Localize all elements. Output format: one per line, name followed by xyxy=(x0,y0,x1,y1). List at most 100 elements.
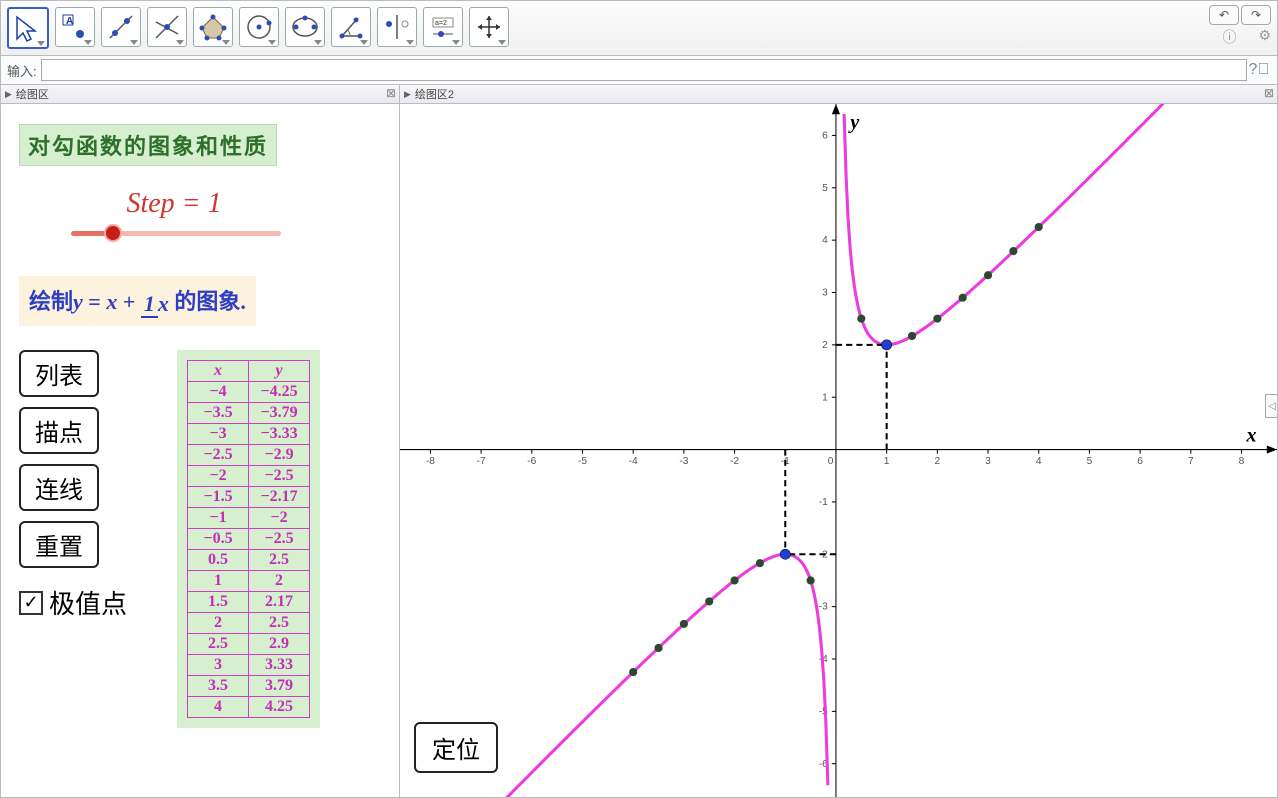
toolbar: Aa=2 ↶ ↷ ⓘ ⚙ xyxy=(1,1,1277,56)
svg-text:2: 2 xyxy=(935,456,941,467)
corner-icons: ⓘ ⚙ xyxy=(1222,27,1271,47)
svg-text:4: 4 xyxy=(822,235,828,246)
svg-text:5: 5 xyxy=(822,183,828,194)
panel-header-right[interactable]: ▶ 绘图区2 ⊠ xyxy=(400,85,1277,104)
input-bar: 输入: ?⃝ xyxy=(1,56,1277,85)
svg-text:a=2: a=2 xyxy=(435,20,447,27)
svg-text:7: 7 xyxy=(1188,456,1194,467)
panel-title-right: 绘图区2 xyxy=(415,86,454,102)
help-icon[interactable]: ⓘ xyxy=(1222,27,1236,47)
tool-conic[interactable] xyxy=(285,7,325,47)
list-button[interactable]: 列表 xyxy=(19,350,99,397)
table-row: −1.5−2.17 xyxy=(188,487,310,508)
redo-button[interactable]: ↷ xyxy=(1241,5,1271,25)
table-head-y: y xyxy=(249,361,310,382)
undo-button[interactable]: ↶ xyxy=(1209,5,1239,25)
table-row: −4−4.25 xyxy=(188,382,310,403)
panel-body-right: -8-7-6-5-4-3-2-1012345678-6-5-4-3-2-1123… xyxy=(400,104,1277,797)
svg-text:-1: -1 xyxy=(819,497,828,508)
panel-body-left: 对勾函数的图象和性质 Step = 1 绘制y = x + 1x 的图象. xyxy=(1,104,399,797)
panel-title-left: 绘图区 xyxy=(16,86,49,102)
step-value: 1 xyxy=(208,188,222,219)
svg-text:3: 3 xyxy=(822,288,828,299)
extrema-label: 极值点 xyxy=(49,584,127,621)
svg-text:-6: -6 xyxy=(527,456,536,467)
reset-button[interactable]: 重置 xyxy=(19,521,99,568)
svg-text:y: y xyxy=(847,111,860,133)
tool-move-view[interactable] xyxy=(469,7,509,47)
panel-arrow-icon: ▶ xyxy=(404,89,411,100)
extrema-checkbox-row: ✓ 极值点 xyxy=(19,584,127,621)
extrema-checkbox[interactable]: ✓ xyxy=(19,591,43,615)
lesson-title: 对勾函数的图象和性质 xyxy=(19,124,277,166)
action-buttons: 列表 描点 连线 重置 xyxy=(19,350,99,568)
svg-text:-5: -5 xyxy=(578,456,587,467)
table-row: −0.5−2.5 xyxy=(188,529,310,550)
table-row: 12 xyxy=(188,571,310,592)
tool-polygon[interactable] xyxy=(193,7,233,47)
table-row: 1.52.17 xyxy=(188,592,310,613)
slider-track-inactive xyxy=(113,231,281,236)
panel-header-left[interactable]: ▶ 绘图区 ⊠ xyxy=(1,85,399,104)
slider-thumb[interactable] xyxy=(104,224,122,242)
left-content: 对勾函数的图象和性质 Step = 1 绘制y = x + 1x 的图象. xyxy=(1,104,399,748)
input-label: 输入: xyxy=(7,61,37,80)
step-prefix: Step xyxy=(126,188,174,219)
input-field[interactable] xyxy=(41,59,1247,81)
tool-perpendicular[interactable] xyxy=(147,7,187,47)
svg-text:-2: -2 xyxy=(730,456,739,467)
step-display: Step = 1 xyxy=(69,188,279,220)
svg-text:-8: -8 xyxy=(426,456,435,467)
xy-table: x y −4−4.25−3.5−3.79−3−3.33−2.5−2.9−2−2.… xyxy=(177,350,320,728)
connect-button[interactable]: 连线 xyxy=(19,464,99,511)
tool-line[interactable] xyxy=(101,7,141,47)
table-row: 0.52.5 xyxy=(188,550,310,571)
svg-text:A: A xyxy=(66,16,73,27)
side-tab[interactable]: ◁ xyxy=(1265,394,1277,418)
svg-text:1: 1 xyxy=(884,456,890,467)
main-split: ▶ 绘图区 ⊠ 对勾函数的图象和性质 Step = 1 绘制 xyxy=(1,85,1277,797)
table-row: −3.5−3.79 xyxy=(188,403,310,424)
table-row: 3.53.79 xyxy=(188,676,310,697)
svg-text:-7: -7 xyxy=(477,456,486,467)
step-slider[interactable] xyxy=(71,226,281,240)
input-help-icon[interactable]: ?⃝ xyxy=(1247,61,1271,79)
app-root: Aa=2 ↶ ↷ ⓘ ⚙ 输入: ?⃝ ▶ 绘图区 ⊠ xyxy=(0,0,1278,798)
toolbar-buttons: Aa=2 xyxy=(7,7,515,49)
svg-text:0: 0 xyxy=(828,456,834,467)
svg-text:-4: -4 xyxy=(629,456,638,467)
svg-text:8: 8 xyxy=(1239,456,1245,467)
table-head-x: x xyxy=(188,361,249,382)
panel-close-left[interactable]: ⊠ xyxy=(386,86,396,100)
table-row: 33.33 xyxy=(188,655,310,676)
tool-point[interactable]: A xyxy=(55,7,95,47)
table-row: 22.5 xyxy=(188,613,310,634)
svg-text:6: 6 xyxy=(1137,456,1143,467)
table-row: −3−3.33 xyxy=(188,424,310,445)
plot-points-button[interactable]: 描点 xyxy=(19,407,99,454)
settings-icon[interactable]: ⚙ xyxy=(1258,27,1271,47)
svg-text:5: 5 xyxy=(1087,456,1093,467)
tool-angle[interactable] xyxy=(331,7,371,47)
table-row: 44.25 xyxy=(188,697,310,718)
panel-close-right[interactable]: ⊠ xyxy=(1264,86,1274,100)
tool-transform[interactable] xyxy=(377,7,417,47)
tool-move[interactable] xyxy=(7,7,49,49)
panel-arrow-icon: ▶ xyxy=(5,89,12,100)
panel-graphics-1: ▶ 绘图区 ⊠ 对勾函数的图象和性质 Step = 1 绘制 xyxy=(1,85,400,797)
undo-redo-group: ↶ ↷ xyxy=(1209,5,1271,25)
tool-slider[interactable]: a=2 xyxy=(423,7,463,47)
formula-box: 绘制y = x + 1x 的图象. xyxy=(19,276,256,326)
toolbar-right: ↶ ↷ ⓘ ⚙ xyxy=(1209,5,1271,47)
tool-circle[interactable] xyxy=(239,7,279,47)
graph-canvas[interactable]: -8-7-6-5-4-3-2-1012345678-6-5-4-3-2-1123… xyxy=(400,104,1277,797)
svg-text:2: 2 xyxy=(822,340,828,351)
table-row: −2−2.5 xyxy=(188,466,310,487)
svg-text:4: 4 xyxy=(1036,456,1042,467)
panel-graphics-2: ▶ 绘图区2 ⊠ -8-7-6-5-4-3-2-1012345678-6-5-4… xyxy=(400,85,1277,797)
locate-button[interactable]: 定位 xyxy=(414,722,498,773)
table-row: −1−2 xyxy=(188,508,310,529)
svg-text:-3: -3 xyxy=(679,456,688,467)
table-row: −2.5−2.9 xyxy=(188,445,310,466)
svg-text:-3: -3 xyxy=(819,602,828,613)
